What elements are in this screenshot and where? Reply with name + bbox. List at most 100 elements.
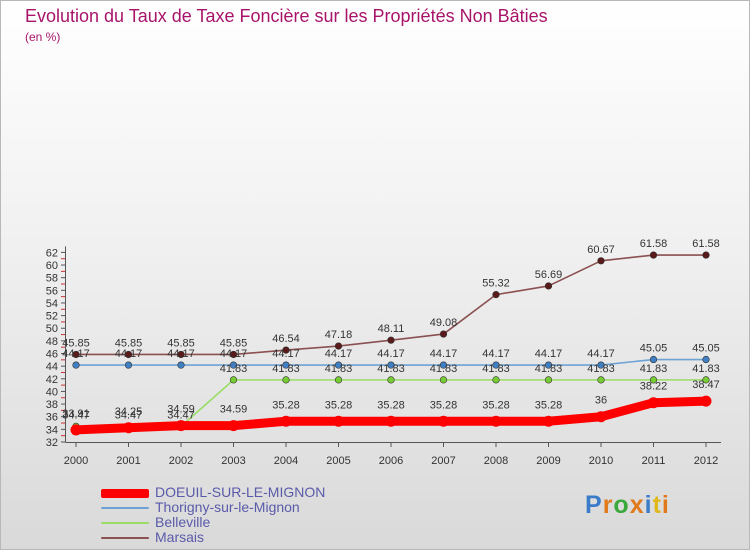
x-tick-label: 2007 [431, 455, 455, 467]
data-label: 35.28 [535, 399, 563, 411]
data-label: 41.83 [325, 363, 353, 375]
data-label: 44.17 [482, 348, 510, 360]
data-point [702, 355, 710, 364]
data-point [595, 411, 607, 423]
data-point [229, 376, 238, 384]
data-label: 34.47 [167, 409, 195, 421]
logo-letter: t [652, 491, 662, 519]
y-tick-label: 40 [46, 386, 58, 398]
proxiti-logo: Proxiti [585, 491, 670, 520]
data-label: 41.83 [430, 363, 458, 375]
data-label: 35.28 [430, 399, 458, 411]
data-point [70, 424, 82, 436]
data-label: 45.85 [115, 337, 143, 349]
data-point [597, 257, 605, 265]
y-tick-label: 36 [46, 412, 58, 424]
x-tick-label: 2011 [642, 455, 666, 467]
legend-swatch [101, 489, 149, 498]
x-tick-label: 2005 [326, 455, 350, 467]
data-point [333, 415, 344, 427]
legend-label: Belleville [155, 514, 211, 530]
data-label: 45.05 [692, 343, 720, 355]
data-point [175, 420, 187, 432]
data-point [490, 415, 502, 427]
data-label: 56.69 [535, 269, 563, 281]
x-tick-label: 2006 [379, 455, 403, 467]
data-point [492, 376, 500, 384]
y-tick-label: 60 [46, 260, 58, 272]
data-label: 44.17 [377, 348, 405, 360]
y-tick-label: 56 [46, 285, 58, 297]
data-label: 35.28 [377, 399, 405, 411]
data-label: 41.83 [272, 363, 300, 375]
data-label: 45.05 [640, 343, 668, 355]
legend-label: Marsais [155, 529, 205, 545]
data-point [702, 251, 710, 259]
data-label: 41.83 [482, 363, 510, 375]
data-label: 38.47 [692, 379, 720, 391]
chart-unit-label: (en %) [25, 30, 61, 44]
legend-swatch [101, 537, 149, 539]
data-point [282, 346, 290, 354]
logo-letter: o [613, 491, 630, 519]
data-label: 41.83 [692, 363, 720, 375]
data-point [334, 361, 343, 369]
data-label: 38.22 [640, 381, 668, 393]
data-label: 34.59 [220, 404, 248, 416]
data-label: 41.83 [220, 363, 248, 375]
logo-letter: i [644, 491, 653, 519]
data-point [439, 361, 448, 369]
legend-swatch [101, 507, 149, 509]
data-point [385, 415, 397, 427]
data-label: 44.17 [220, 348, 248, 360]
data-point [492, 291, 500, 299]
y-tick-label: 38 [46, 399, 58, 411]
data-label: 34.59 [167, 404, 195, 416]
data-point [177, 350, 185, 359]
data-point [597, 361, 605, 369]
data-point [72, 350, 80, 359]
data-point [439, 376, 448, 384]
data-point [123, 422, 134, 434]
data-label: 45.85 [62, 337, 90, 349]
data-label: 45.85 [167, 337, 195, 349]
data-point [387, 376, 395, 384]
data-label: 33.91 [62, 408, 90, 420]
legend-label: DOEUIL-SUR-LE-MIGNON [155, 484, 326, 500]
data-point [229, 350, 238, 359]
data-point [649, 376, 658, 384]
data-label: 34.47 [62, 409, 90, 421]
y-tick-label: 34 [46, 424, 58, 436]
data-point [649, 251, 658, 259]
data-label: 41.83 [587, 363, 615, 375]
data-label: 34.25 [115, 406, 143, 418]
data-label: 36 [595, 395, 607, 407]
data-point [648, 397, 659, 409]
logo-letter: i [661, 491, 670, 519]
series-thorigny-sur-le-mignon: 44.17 44.17 44.17 44.17 44.17 44.17 44.17 44.17… [62, 343, 720, 369]
x-tick-label: 2002 [169, 455, 193, 467]
data-point [649, 355, 658, 364]
y-tick-label: 50 [46, 323, 58, 335]
logo-letter: P [585, 491, 603, 519]
data-point [544, 282, 553, 290]
data-point [124, 350, 133, 359]
data-label: 47.18 [325, 329, 353, 341]
y-tick-label: 46 [46, 349, 58, 361]
logo-letter: x [629, 491, 645, 519]
data-point [543, 415, 554, 427]
data-point [439, 330, 448, 338]
data-point [177, 361, 185, 369]
x-tick-label: 2004 [274, 455, 298, 467]
data-label: 44.17 [62, 348, 90, 360]
data-label: 34.47 [115, 409, 143, 421]
data-point [124, 361, 133, 369]
data-point [544, 376, 553, 384]
y-tick-label: 32 [46, 437, 58, 449]
data-label: 44.17 [325, 348, 353, 360]
data-label: 55.32 [482, 278, 510, 290]
data-label: 41.83 [377, 363, 405, 375]
data-label: 44.17 [430, 348, 458, 360]
y-tick-label: 48 [46, 336, 58, 348]
